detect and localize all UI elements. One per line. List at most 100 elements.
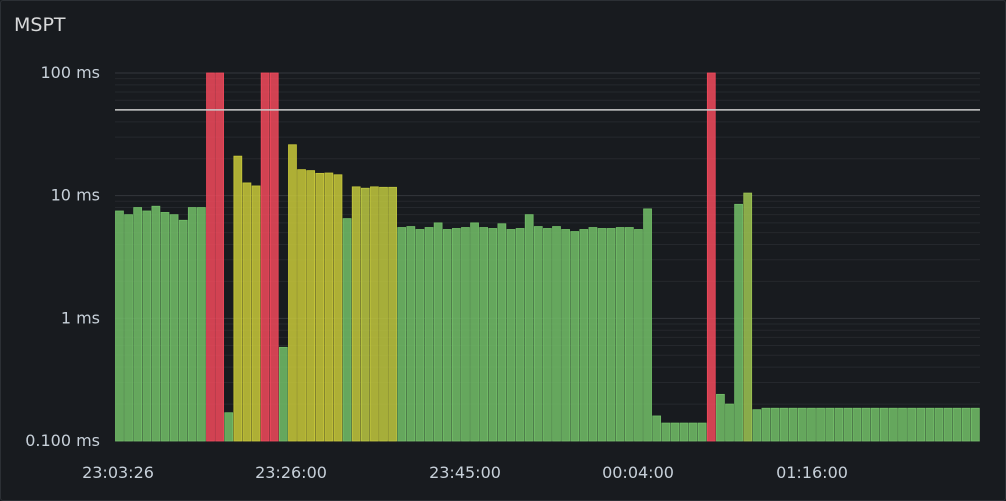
bar [752,409,762,442]
bar [634,229,643,442]
bar [342,218,352,442]
bar [834,407,844,442]
y-tick-label: 1 ms [61,308,100,327]
x-tick-label: 23:45:00 [429,463,501,482]
bar [925,407,935,442]
bar [606,228,616,442]
bar [943,407,953,442]
bar [579,229,589,442]
bar [497,223,507,442]
bar [952,407,962,442]
bar [807,407,816,442]
bar [852,407,862,442]
bar [879,407,889,442]
bar [406,226,416,442]
bar [251,185,261,442]
bar [506,229,516,442]
x-tick-label: 00:04:00 [602,463,674,482]
bar [269,72,279,442]
x-tick-label: 23:03:26 [82,463,154,482]
bar [470,222,479,442]
bar [397,227,407,442]
bar [160,212,170,442]
bar [916,407,926,442]
bar [142,210,152,442]
bar [224,412,234,442]
bar [670,422,680,442]
bar [697,422,707,442]
bar [779,407,789,442]
bar [716,393,725,442]
bar [934,407,944,442]
bar [825,407,835,442]
bar [488,228,498,442]
bar [379,186,388,442]
bar [734,203,743,442]
bar [761,407,771,442]
bar [333,174,343,442]
bar [151,205,161,442]
bar [169,214,179,442]
bar [961,407,971,442]
bar [898,407,907,442]
bar [351,186,361,442]
bar [788,407,798,442]
bar [615,227,625,442]
bar [233,155,243,442]
bar [524,214,534,442]
bar [561,229,570,442]
y-tick-label: 10 ms [51,186,100,205]
bar [588,227,598,442]
panel-title: MSPT [14,14,66,36]
bar [388,186,397,442]
bar [661,422,671,442]
bar [679,422,689,442]
bar [870,407,880,442]
x-tick-label: 23:26:00 [255,463,327,482]
bar [515,228,525,442]
bar [433,222,443,442]
bar [442,229,452,442]
bar [215,72,224,442]
bar [970,407,980,442]
bar [306,170,316,442]
bar [816,407,825,442]
bar [907,407,916,442]
bar [242,182,252,442]
bar [552,226,561,442]
bar [643,208,652,442]
bar [206,72,215,442]
bar [652,415,662,442]
bar [479,227,489,442]
bar [843,407,853,442]
bar [297,169,306,442]
bar [451,228,461,442]
bars [115,72,980,442]
bar [570,231,580,442]
bar [797,407,807,442]
bar [278,346,288,442]
bar [624,227,634,442]
bar [725,403,734,442]
bar [370,186,379,442]
bar [597,228,607,442]
x-axis: 23:03:26 23:26:00 23:45:00 00:04:00 01:16:00 [82,463,848,482]
bar [770,407,780,442]
bar [133,207,143,442]
bar [187,207,197,442]
bar [115,210,124,442]
bar [360,187,370,442]
bar [415,229,425,442]
bar [197,207,206,442]
bar [706,72,716,442]
bar [688,422,698,442]
bar [861,407,871,442]
bar [260,72,270,442]
x-tick-label: 01:16:00 [776,463,848,482]
bar [743,192,753,442]
bar [288,144,297,442]
bar [461,227,470,442]
bar [543,228,552,442]
bar [124,214,133,442]
